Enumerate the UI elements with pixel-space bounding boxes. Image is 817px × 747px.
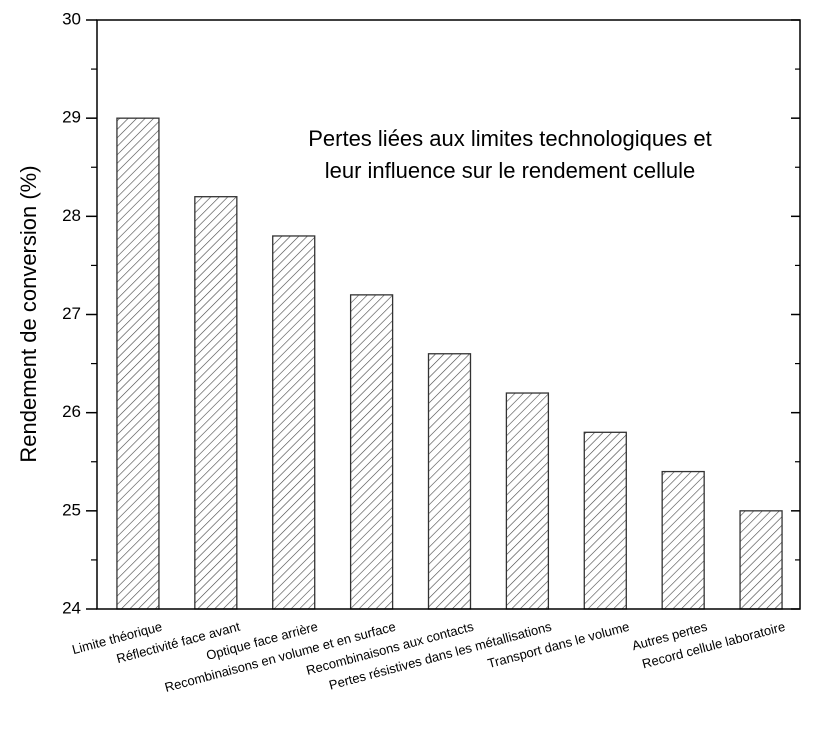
y-tick-label: 29	[62, 108, 81, 127]
y-tick-label: 25	[62, 500, 81, 519]
bar	[349, 294, 394, 610]
y-axis-label: Rendement de conversion (%)	[16, 165, 41, 462]
y-tick-label: 28	[62, 206, 81, 225]
annotation: Pertes liées aux limites technologiques …	[308, 126, 712, 151]
bar	[427, 353, 472, 610]
bar	[272, 235, 316, 610]
bar	[505, 392, 550, 610]
y-tick-label: 27	[62, 304, 81, 323]
bar	[583, 431, 627, 610]
bar	[661, 470, 705, 610]
bar	[194, 196, 238, 610]
annotation: leur influence sur le rendement cellule	[325, 158, 696, 183]
y-tick-label: 24	[62, 598, 81, 617]
bar	[116, 117, 160, 610]
y-tick-label: 26	[62, 402, 81, 421]
bar	[739, 510, 783, 610]
y-tick-label: 30	[62, 9, 81, 28]
